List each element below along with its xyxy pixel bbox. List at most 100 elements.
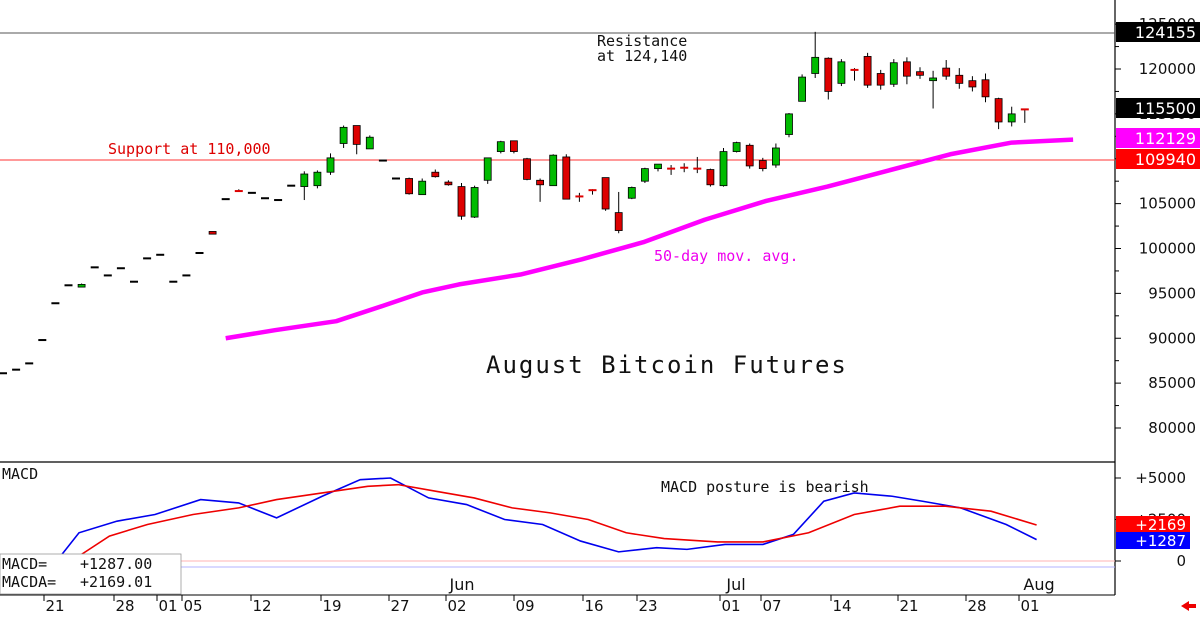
price-badge-label: 112129 <box>1135 129 1196 148</box>
candle <box>549 154 558 187</box>
candle <box>719 147 728 187</box>
price-badge: 124155 <box>1116 22 1200 42</box>
price-badge: 109940 <box>1116 149 1200 169</box>
candle <box>523 157 531 181</box>
x-day-label: 28 <box>115 597 134 615</box>
candle <box>955 68 964 89</box>
candle <box>601 177 610 211</box>
candle-body <box>470 187 479 218</box>
candle-body <box>889 62 898 85</box>
candle <box>641 167 649 183</box>
candle-body <box>903 61 911 77</box>
candle <box>208 231 217 235</box>
candles-group <box>0 31 1029 375</box>
macd-badge-label: +2169 <box>1135 516 1186 534</box>
macd-value-label: MACD= <box>2 555 47 573</box>
candle <box>431 169 440 178</box>
candle <box>339 125 348 148</box>
candle <box>470 185 479 218</box>
candle <box>680 163 689 173</box>
candle <box>693 156 702 174</box>
candle-body <box>876 73 885 86</box>
x-day-label: 07 <box>762 597 781 615</box>
price-badge: 112129 <box>1116 128 1200 148</box>
candle <box>234 189 243 193</box>
candle-body <box>929 77 937 82</box>
chart-title: August Bitcoin Futures <box>486 351 848 379</box>
x-day-label: 14 <box>832 597 851 615</box>
chart-frame <box>0 0 1116 596</box>
candle-body <box>326 157 335 173</box>
ma50-line <box>225 137 1074 341</box>
candle <box>772 143 780 168</box>
macd-tick-label: 0 <box>1176 552 1186 570</box>
candle-body <box>431 171 440 178</box>
candle-body <box>536 179 544 186</box>
candle <box>798 74 806 102</box>
candle <box>968 76 977 92</box>
candle <box>785 112 793 138</box>
candle <box>667 165 676 175</box>
candle-body <box>942 67 951 77</box>
candle <box>483 157 492 184</box>
price-badge-bg <box>1116 128 1200 148</box>
resistance-label-line1: Resistance <box>597 32 687 50</box>
candle <box>326 153 335 175</box>
candle <box>889 59 898 87</box>
macd-badge-bg <box>1116 516 1190 533</box>
y-tick-label: 95000 <box>1148 284 1196 302</box>
price-badge: 115500 <box>1116 98 1200 118</box>
candle-body <box>483 157 492 181</box>
candle <box>863 52 872 88</box>
y-tick-label: 100000 <box>1139 240 1196 258</box>
candle <box>850 68 859 81</box>
candle <box>300 171 309 201</box>
macd-values-box: MACD= +1287.00 MACDA= +2169.01 <box>0 553 182 595</box>
candle-body <box>509 140 518 152</box>
resistance-label-line2: at 124,140 <box>597 47 687 65</box>
candle <box>77 283 86 288</box>
candle-body <box>916 71 924 76</box>
candle <box>929 70 937 109</box>
candle <box>536 178 544 202</box>
candle-body <box>955 74 964 84</box>
candle-body <box>523 158 531 180</box>
x-day-label: 19 <box>322 597 341 615</box>
x-day-label: 12 <box>252 597 271 615</box>
x-month-label: Jun <box>449 575 475 594</box>
candle-body <box>798 76 806 102</box>
candle-body <box>758 160 767 170</box>
candle-body <box>1007 113 1016 123</box>
y-tick-label: 120000 <box>1139 60 1196 78</box>
x-day-label: 21 <box>899 597 918 615</box>
candle-body <box>981 79 990 98</box>
candle <box>575 192 584 202</box>
candle-body <box>77 283 86 288</box>
y-axis: 1250001200001150001100001050001000009500… <box>1115 15 1196 437</box>
candle <box>509 140 518 154</box>
x-day-label: 21 <box>45 597 64 615</box>
macd-signal-line <box>70 483 1037 562</box>
ma-label: 50-day mov. avg. <box>654 247 799 265</box>
scroll-left-arrow-icon[interactable] <box>1181 601 1196 611</box>
candle-body <box>418 180 427 196</box>
x-day-label: 02 <box>447 597 466 615</box>
candle <box>654 163 662 172</box>
macd-badge-bg <box>1116 532 1190 549</box>
x-axis: 21 28 01 05 12 19 27 02 09 16 23 01 07 14 21 28 01 Jun Jul… <box>43 575 1055 615</box>
x-day-label: 01 <box>158 597 177 615</box>
candle-body <box>824 57 833 92</box>
candle <box>758 157 767 172</box>
candle-body <box>654 163 662 170</box>
candle-body <box>444 181 453 186</box>
y-tick-label: 80000 <box>1148 419 1196 437</box>
candle <box>876 69 885 90</box>
candle <box>1007 106 1016 127</box>
candle <box>405 177 414 195</box>
candle <box>981 73 990 103</box>
candle-body <box>785 113 793 135</box>
candle <box>588 189 597 195</box>
y-tick-label: 105000 <box>1139 195 1196 213</box>
candle <box>627 186 636 200</box>
candle-body <box>627 187 636 199</box>
